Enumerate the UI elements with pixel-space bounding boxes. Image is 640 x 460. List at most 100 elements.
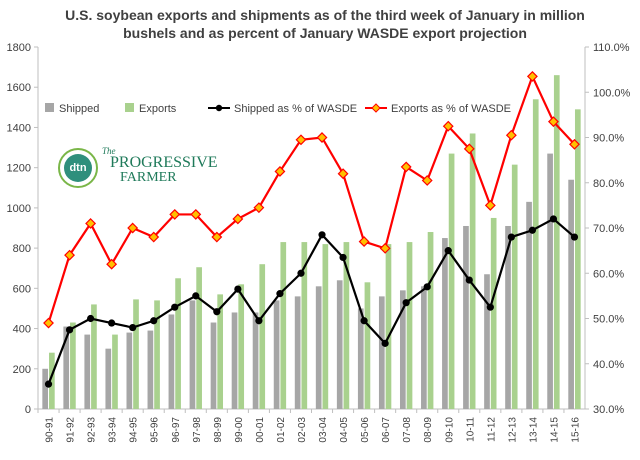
shipped-pct-point <box>213 308 221 316</box>
exports-pct-point <box>337 168 349 180</box>
x-tick-label: 96-97 <box>171 417 182 443</box>
dtn-progressive-farmer-logo: dtn The PROGRESSIVE FARMER <box>58 146 218 188</box>
x-tick-label: 93-94 <box>108 417 119 443</box>
exports-bar <box>364 282 371 409</box>
x-tick-label: 97-98 <box>192 417 203 443</box>
shipped-bar <box>526 201 532 409</box>
exports-pct-point <box>43 317 54 329</box>
shipped-bar <box>463 225 469 409</box>
exports-bar <box>469 133 476 409</box>
shipped-bar <box>442 238 448 409</box>
exports-pct-point <box>85 218 97 229</box>
exports-pct-point <box>169 208 181 220</box>
shipped-bar <box>168 314 175 409</box>
y-left-tick-label: 600 <box>13 283 31 295</box>
shipped-pct-point <box>570 233 579 241</box>
shipped-pct-point <box>150 317 158 325</box>
x-tick-label: 94-95 <box>129 417 140 443</box>
shipped-pct-point <box>360 317 368 325</box>
shipped-pct-point <box>86 314 95 323</box>
y-left-tick-label: 800 <box>13 243 31 255</box>
exports-bar <box>91 304 97 409</box>
exports-pct-point <box>127 222 139 234</box>
exports-bar <box>322 244 329 409</box>
chart-title: U.S. soybean exports and shipments as of… <box>30 6 620 42</box>
shipped-bar <box>231 312 238 409</box>
exports-pct-point <box>505 129 517 141</box>
x-tick-label: 11-12 <box>486 417 497 442</box>
exports-bar <box>301 242 308 409</box>
shipped-bar <box>189 300 196 409</box>
legend-exports-pct-label: Exports as % of WASDE <box>391 103 511 115</box>
exports-pct-point <box>211 231 223 243</box>
shipped-bar <box>105 348 112 409</box>
x-tick-label: 08-09 <box>423 417 434 443</box>
shipped-pct-point <box>255 317 263 325</box>
shipped-pct-point <box>65 326 74 334</box>
exports-pct-point <box>232 213 244 225</box>
exports-bar <box>259 264 266 409</box>
x-tick-label: 95-96 <box>150 417 161 443</box>
shipped-pct-point <box>192 292 200 300</box>
dtn-badge: dtn <box>58 148 98 188</box>
shipped-pct-line <box>47 217 576 385</box>
shipped-bar <box>42 368 49 409</box>
exports-bar <box>490 217 497 409</box>
y-left-tick-label: 1000 <box>7 203 31 215</box>
shipped-pct-point <box>423 283 431 291</box>
shipped-pct-point <box>339 253 347 262</box>
shipped-pct-point <box>465 276 473 284</box>
exports-pct-point <box>526 70 538 82</box>
shipped-pct-point <box>44 380 53 388</box>
shipped-pct-point <box>318 231 326 239</box>
legend-shipped-pct-swatch-marker <box>215 104 223 112</box>
x-tick-label: 02-03 <box>297 417 308 443</box>
y-right-tick-label: 30.0% <box>593 404 624 416</box>
chart-title-line-1: U.S. soybean exports and shipments as of… <box>65 7 585 23</box>
y-left-tick-label: 400 <box>13 324 31 336</box>
x-tick-label: 90-91 <box>45 417 56 443</box>
x-tick-label: 12-13 <box>507 417 518 443</box>
exports-pct-point <box>569 138 580 150</box>
shipped-bar <box>126 332 133 409</box>
shipped-pct-point <box>171 303 179 311</box>
exports-bar <box>133 299 139 409</box>
shipped-bar <box>547 153 553 409</box>
exports-pct-point <box>421 175 433 186</box>
x-tick-label: 15-16 <box>570 417 581 443</box>
shipped-pct-point <box>486 303 494 311</box>
shipped-pct-point <box>129 323 137 332</box>
shipped-bar <box>505 225 511 409</box>
y-right-tick-label: 80.0% <box>593 178 624 190</box>
y-right-tick-label: 60.0% <box>593 268 624 280</box>
exports-pct-point <box>295 134 307 146</box>
bars-group <box>42 75 581 410</box>
exports-bar <box>70 322 76 409</box>
exports-pct-point <box>316 132 328 143</box>
exports-pct-point <box>484 199 496 211</box>
shipped-bar <box>315 286 322 409</box>
exports-pct-point <box>190 208 202 220</box>
exports-bar <box>385 244 392 409</box>
y-left-tick-label: 200 <box>13 364 31 376</box>
shipped-bar <box>378 296 385 409</box>
x-tick-label: 06-07 <box>381 417 392 443</box>
legend-shipped-pct-label: Shipped as % of WASDE <box>234 103 357 115</box>
shipped-bar <box>252 312 259 409</box>
shipped-pct-point <box>528 226 537 234</box>
shipped-pct-point <box>381 339 389 347</box>
exports-pct-point <box>463 143 475 155</box>
shipped-pct-point <box>444 247 452 255</box>
shipped-pct-point <box>402 299 410 307</box>
x-tick-label: 99-00 <box>234 417 245 443</box>
x-tick-label: 00-01 <box>255 417 266 443</box>
y-left-tick-label: 0 <box>25 404 31 416</box>
exports-bar <box>511 164 518 409</box>
shipped-pct-point <box>507 233 515 241</box>
exports-bar <box>448 153 455 409</box>
logo-word-the: The <box>102 146 116 156</box>
exports-pct-point <box>274 165 286 177</box>
legend-shipped-swatch <box>45 103 54 112</box>
